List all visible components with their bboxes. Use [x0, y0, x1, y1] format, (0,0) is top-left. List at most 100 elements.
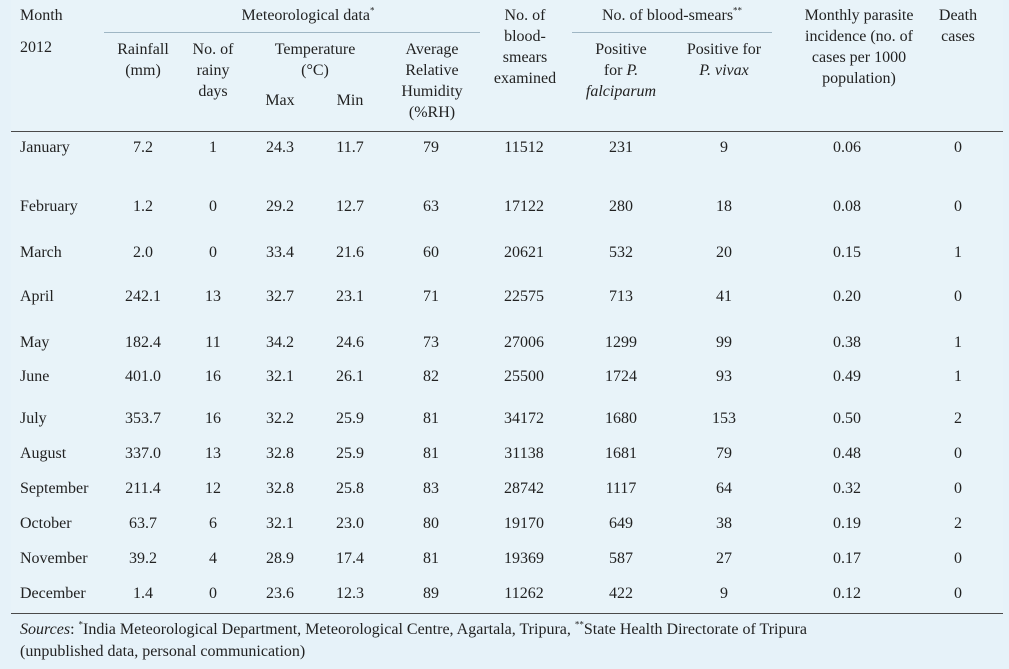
examined-cell: 27006: [504, 334, 544, 351]
humidity-cell: 73: [423, 334, 439, 351]
falciparum-cell: 422: [609, 585, 633, 602]
month-header: Month: [20, 7, 63, 24]
humidity-cell: 81: [423, 550, 439, 567]
death-cell: 0: [954, 585, 962, 602]
vivax-cell: 20: [716, 244, 732, 261]
death-cell: 1: [954, 368, 962, 385]
humidity-cell: 81: [423, 410, 439, 427]
vivax-cell: 41: [716, 288, 732, 305]
temp-min-cell: 23.1: [336, 288, 364, 305]
examined-cell: 31138: [504, 445, 544, 462]
incidence-cell: 0.48: [833, 445, 861, 462]
rainfall-cell: 1.4: [133, 585, 153, 602]
humidity-cell: 63: [423, 198, 439, 215]
incidence-header: Monthly parasite incidence (no. of cases p…: [804, 7, 914, 87]
meteorological-group-header: Meteorological data*: [241, 5, 375, 24]
vivax-cell: 64: [716, 480, 732, 497]
falciparum-cell: 1681: [605, 445, 637, 462]
temp-max-cell: 32.8: [266, 445, 294, 462]
rainy-days-cell: 1: [209, 139, 217, 156]
vivax-cell: 9: [720, 139, 728, 156]
humidity-cell: 89: [423, 585, 439, 602]
humidity-cell: 79: [423, 139, 439, 156]
month-cell: May: [20, 334, 50, 351]
temp-min-cell: 21.6: [336, 244, 364, 261]
death-cell: 0: [954, 480, 962, 497]
temperature-max-header: Max: [265, 92, 295, 109]
rainfall-cell: 242.1: [125, 288, 161, 305]
incidence-cell: 0.06: [833, 139, 861, 156]
month-cell: November: [20, 550, 88, 567]
rainfall-cell: 1.2: [133, 198, 153, 215]
incidence-cell: 0.38: [833, 334, 861, 351]
incidence-cell: 0.15: [833, 244, 861, 261]
temp-min-cell: 25.9: [336, 445, 364, 462]
table-sources-note: Sources: *India Meteorological Departmen…: [20, 619, 807, 660]
month-cell: October: [20, 515, 72, 532]
temperature-header: Temperature (°C): [274, 41, 356, 79]
rainy-days-cell: 0: [209, 244, 217, 261]
temp-min-cell: 23.0: [336, 515, 364, 532]
death-cell: 0: [954, 198, 962, 215]
humidity-cell: 82: [423, 368, 439, 385]
falciparum-cell: 1117: [605, 480, 637, 497]
rainfall-cell: 2.0: [133, 244, 153, 261]
rainy-days-header: No. of rainy days: [192, 41, 234, 100]
temp-min-cell: 17.4: [336, 550, 364, 567]
rainy-days-cell: 13: [205, 288, 221, 305]
rainfall-cell: 7.2: [133, 139, 153, 156]
humidity-cell: 81: [423, 445, 439, 462]
month-cell: July: [20, 410, 47, 427]
humidity-cell: 71: [423, 288, 439, 305]
temp-max-cell: 32.1: [266, 368, 294, 385]
rainy-days-cell: 0: [209, 198, 217, 215]
humidity-header: Average Relative Humidity (%RH): [401, 41, 463, 121]
temp-max-cell: 34.2: [266, 334, 294, 351]
examined-cell: 17122: [504, 198, 544, 215]
incidence-cell: 0.12: [833, 585, 861, 602]
examined-cell: 34172: [504, 410, 544, 427]
falciparum-cell: 1680: [605, 410, 637, 427]
temp-max-cell: 32.2: [266, 410, 294, 427]
meteorological-rule: [104, 32, 480, 33]
incidence-cell: 0.49: [833, 368, 861, 385]
incidence-cell: 0.32: [833, 480, 861, 497]
falciparum-cell: 649: [609, 515, 633, 532]
vivax-cell: 93: [716, 368, 732, 385]
temp-max-cell: 32.7: [266, 288, 294, 305]
table-panel: [11, 0, 1003, 614]
month-cell: February: [20, 198, 78, 215]
footer-rule: [11, 613, 1003, 614]
temp-max-cell: 24.3: [266, 139, 294, 156]
blood-smears-rule: [572, 32, 772, 33]
incidence-cell: 0.17: [833, 550, 861, 567]
temp-min-cell: 12.7: [336, 198, 364, 215]
vivax-cell: 9: [720, 585, 728, 602]
examined-header: No. of blood-smears examined: [493, 7, 557, 87]
vivax-cell: 99: [716, 334, 732, 351]
rainy-days-cell: 11: [205, 334, 221, 351]
temp-max-cell: 32.8: [266, 480, 294, 497]
temp-max-cell: 29.2: [266, 198, 294, 215]
vivax-header: Positive for P. vivax: [686, 41, 762, 79]
month-cell: September: [20, 480, 89, 497]
month-cell: December: [20, 585, 86, 602]
examined-cell: 11512: [504, 139, 544, 156]
examined-cell: 20621: [504, 244, 544, 261]
falciparum-cell: 231: [609, 139, 633, 156]
death-cell: 1: [954, 244, 962, 261]
temp-max-cell: 28.9: [266, 550, 294, 567]
humidity-cell: 60: [423, 244, 439, 261]
temp-max-cell: 33.4: [266, 244, 294, 261]
temp-max-cell: 23.6: [266, 585, 294, 602]
vivax-cell: 27: [716, 550, 732, 567]
death-cell: 0: [954, 550, 962, 567]
death-cell: 0: [954, 288, 962, 305]
rainfall-cell: 353.7: [125, 410, 161, 427]
rainy-days-cell: 4: [209, 550, 217, 567]
falciparum-cell: 587: [609, 550, 633, 567]
month-cell: June: [20, 368, 50, 385]
rainy-days-cell: 0: [209, 585, 217, 602]
rainy-days-cell: 16: [205, 410, 221, 427]
temp-max-cell: 32.1: [266, 515, 294, 532]
